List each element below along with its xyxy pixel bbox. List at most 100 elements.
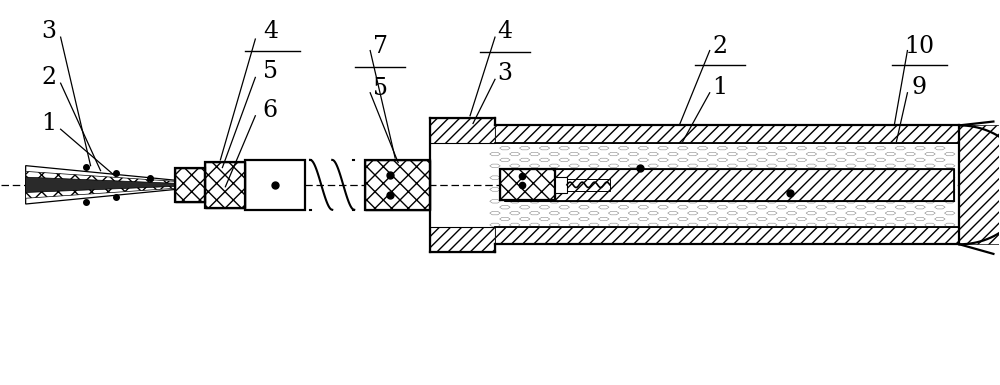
- Polygon shape: [875, 146, 886, 150]
- Polygon shape: [737, 194, 747, 197]
- Polygon shape: [717, 194, 728, 197]
- Polygon shape: [865, 176, 876, 179]
- Polygon shape: [757, 206, 767, 209]
- Polygon shape: [618, 206, 629, 209]
- Polygon shape: [569, 199, 579, 203]
- Bar: [505, 169, 954, 201]
- Polygon shape: [865, 199, 876, 203]
- Polygon shape: [776, 182, 787, 185]
- Polygon shape: [589, 223, 599, 227]
- Polygon shape: [856, 146, 866, 150]
- Text: 5: 5: [263, 60, 278, 83]
- Text: 6: 6: [263, 99, 278, 122]
- Polygon shape: [608, 199, 619, 203]
- Polygon shape: [668, 199, 678, 203]
- Polygon shape: [707, 164, 718, 167]
- Polygon shape: [836, 170, 846, 174]
- Polygon shape: [519, 170, 530, 174]
- Polygon shape: [875, 158, 886, 162]
- Polygon shape: [747, 188, 757, 191]
- Polygon shape: [707, 152, 718, 156]
- Bar: [959, 126, 1000, 244]
- Polygon shape: [598, 146, 609, 150]
- Polygon shape: [539, 217, 550, 221]
- Polygon shape: [678, 194, 688, 197]
- Polygon shape: [678, 170, 688, 174]
- Polygon shape: [905, 223, 916, 227]
- Polygon shape: [519, 158, 530, 162]
- Polygon shape: [598, 182, 609, 185]
- Bar: [205, 162, 245, 208]
- Polygon shape: [925, 164, 935, 167]
- Polygon shape: [836, 182, 846, 185]
- Polygon shape: [737, 217, 747, 221]
- Polygon shape: [510, 223, 520, 227]
- Polygon shape: [747, 164, 757, 167]
- Polygon shape: [490, 188, 500, 191]
- Polygon shape: [836, 194, 846, 197]
- Polygon shape: [767, 211, 777, 215]
- Polygon shape: [26, 171, 175, 198]
- Polygon shape: [846, 176, 856, 179]
- Polygon shape: [935, 170, 945, 174]
- Polygon shape: [510, 164, 520, 167]
- Polygon shape: [846, 223, 856, 227]
- Polygon shape: [579, 206, 589, 209]
- Polygon shape: [925, 199, 935, 203]
- Polygon shape: [589, 152, 599, 156]
- Polygon shape: [865, 164, 876, 167]
- Polygon shape: [648, 199, 658, 203]
- Polygon shape: [727, 164, 738, 167]
- Polygon shape: [816, 206, 827, 209]
- Polygon shape: [776, 206, 787, 209]
- Polygon shape: [490, 211, 500, 215]
- Polygon shape: [925, 176, 935, 179]
- Polygon shape: [945, 152, 955, 156]
- Polygon shape: [648, 211, 658, 215]
- Polygon shape: [618, 182, 629, 185]
- Polygon shape: [796, 206, 807, 209]
- Polygon shape: [865, 188, 876, 191]
- Polygon shape: [598, 217, 609, 221]
- Polygon shape: [727, 176, 738, 179]
- Polygon shape: [500, 194, 510, 197]
- Polygon shape: [826, 152, 836, 156]
- Polygon shape: [925, 211, 935, 215]
- Polygon shape: [895, 217, 906, 221]
- Polygon shape: [806, 176, 817, 179]
- Polygon shape: [589, 188, 599, 191]
- Polygon shape: [747, 211, 757, 215]
- Polygon shape: [737, 182, 747, 185]
- Polygon shape: [628, 164, 639, 167]
- Polygon shape: [529, 152, 540, 156]
- Polygon shape: [806, 223, 817, 227]
- Polygon shape: [905, 164, 916, 167]
- Polygon shape: [727, 188, 738, 191]
- Polygon shape: [935, 158, 945, 162]
- Polygon shape: [826, 223, 836, 227]
- Bar: [495, 227, 959, 244]
- Bar: [555, 177, 567, 192]
- Bar: [205, 162, 245, 208]
- Polygon shape: [717, 146, 728, 150]
- Polygon shape: [668, 164, 678, 167]
- Polygon shape: [816, 158, 827, 162]
- Polygon shape: [648, 152, 658, 156]
- Polygon shape: [796, 146, 807, 150]
- Polygon shape: [697, 182, 708, 185]
- Polygon shape: [668, 211, 678, 215]
- Polygon shape: [806, 188, 817, 191]
- Polygon shape: [885, 188, 896, 191]
- Polygon shape: [816, 170, 827, 174]
- Polygon shape: [905, 199, 916, 203]
- Polygon shape: [628, 176, 639, 179]
- Polygon shape: [885, 211, 896, 215]
- Polygon shape: [816, 217, 827, 221]
- Polygon shape: [796, 158, 807, 162]
- Polygon shape: [687, 152, 698, 156]
- Polygon shape: [786, 211, 797, 215]
- Bar: [175, 167, 205, 202]
- Polygon shape: [569, 188, 579, 191]
- Polygon shape: [915, 217, 925, 221]
- Polygon shape: [935, 182, 945, 185]
